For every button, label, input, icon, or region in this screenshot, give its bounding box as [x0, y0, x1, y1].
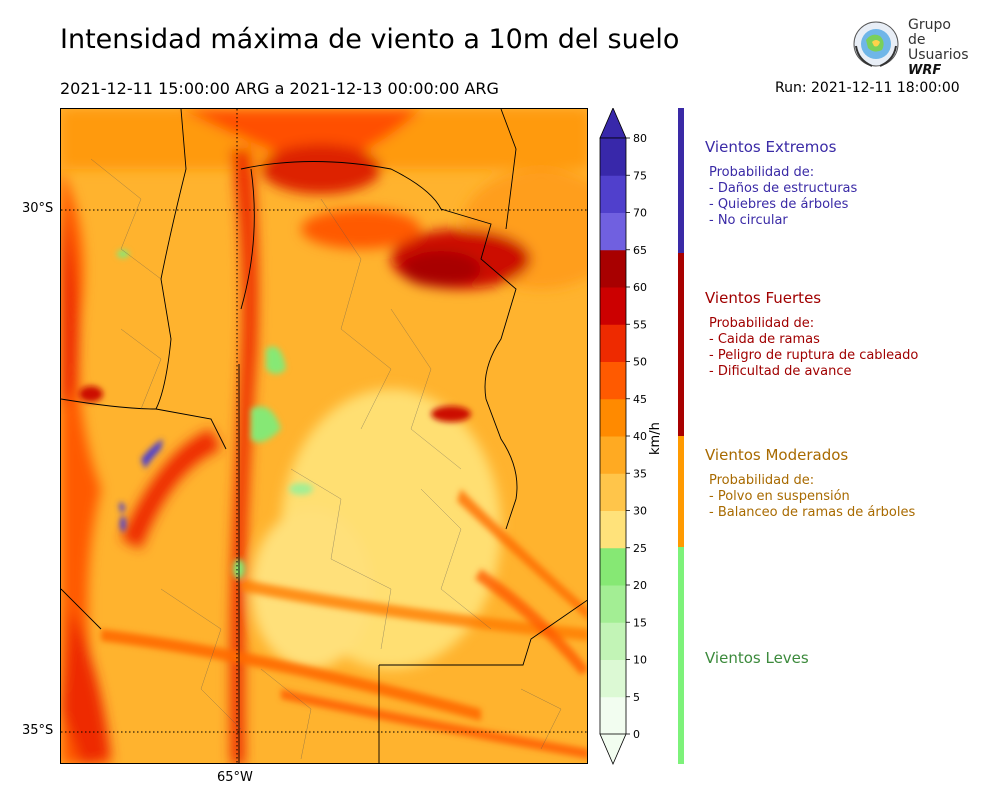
globe-laurel-icon [853, 21, 899, 67]
category-line: - Caida de ramas [709, 332, 820, 347]
colorbar-tick-label: 35 [633, 467, 647, 480]
colorbar-tick-label: 50 [633, 356, 647, 369]
logo-line-1: Grupo de [908, 17, 951, 48]
category-bar-fuertes [678, 253, 684, 436]
colorbar-segment [600, 659, 626, 698]
category-line: - Peligro de ruptura de cableado [709, 348, 919, 363]
colorbar-segment [600, 398, 626, 437]
category-line: - Polvo en suspensión [709, 489, 850, 504]
colorbar-tick-label: 30 [633, 505, 647, 518]
colorbar-tick-label: 25 [633, 542, 647, 555]
colorbar-tick-label: 0 [633, 728, 640, 741]
colorbar: 0 5 10 15 20 25 30 35 40 45 50 55 60 65 70 75 80 [598, 106, 658, 768]
category-bar-leves [678, 547, 684, 764]
colorbar-segment [600, 175, 626, 213]
colorbar-segment [600, 436, 626, 474]
colorbar-min-extend [599, 733, 627, 766]
forecast-period: 2021-12-11 15:00:00 ARG a 2021-12-13 00:… [60, 79, 499, 98]
colorbar-tick-label: 10 [633, 654, 647, 667]
colorbar-segment [600, 473, 626, 511]
category-leves: Vientos Leves [705, 650, 809, 676]
lat-label-35s: 35°S [22, 723, 54, 738]
logo-line-3: WRF [908, 63, 942, 78]
colorbar-tick-label: 80 [633, 132, 647, 145]
wrf-logo: Grupo de Usuarios WRF [848, 16, 969, 78]
colorbar-segment [600, 324, 626, 362]
category-line: Probabilidad de: [709, 165, 815, 180]
colorbar-segment [600, 696, 626, 735]
page-title: Intensidad máxima de viento a 10m del su… [60, 24, 680, 55]
colorbar-segment [600, 510, 626, 549]
colorbar-segment [600, 622, 626, 660]
colorbar-tick-label: 5 [633, 691, 640, 704]
category-title: Vientos Leves [705, 649, 809, 667]
category-bar-extremos [678, 108, 684, 253]
colorbar-segment [600, 287, 626, 325]
colorbar-segment [600, 138, 626, 176]
category-title: Vientos Fuertes [705, 289, 822, 307]
colorbar-graphic: 0 5 10 15 20 25 30 35 40 45 50 55 60 65 70 75 80 [599, 106, 647, 766]
category-line: - Balanceo de ramas de árboles [709, 505, 916, 520]
category-line: - Quiebres de árboles [709, 197, 849, 212]
colorbar-segment [600, 212, 626, 251]
colorbar-tick-label: 65 [633, 244, 647, 257]
category-line: - No circular [709, 213, 788, 228]
category-bar-moderados [678, 436, 684, 547]
colorbar-tick-label: 20 [633, 579, 647, 592]
lat-label-30s: 30°S [22, 201, 54, 216]
category-title: Vientos Extremos [705, 138, 837, 156]
colorbar-segment [600, 249, 626, 288]
colorbar-tick-label: 55 [633, 318, 647, 331]
category-line: - Dificultad de avance [709, 364, 852, 379]
colorbar-tick-label: 75 [633, 169, 647, 182]
colorbar-tick-label: 15 [633, 616, 647, 629]
colorbar-segment [600, 585, 626, 623]
category-moderados: Vientos Moderados Probabilidad de: - Pol… [705, 447, 915, 521]
colorbar-segment [600, 361, 626, 400]
category-line: - Daños de estructuras [709, 181, 858, 196]
colorbar-tick-label: 70 [633, 207, 647, 220]
colorbar-tick-label: 45 [633, 393, 647, 406]
category-extremos: Vientos Extremos Probabilidad de: - Daño… [705, 139, 857, 229]
colorbar-max-extend [599, 106, 627, 139]
wind-map [60, 108, 588, 764]
category-fuertes: Vientos Fuertes Probabilidad de: - Caida… [705, 290, 918, 380]
colorbar-tick-label: 60 [633, 281, 647, 294]
wind-field [61, 109, 587, 763]
lon-label-65w: 65°W [217, 770, 253, 785]
logo-line-2: Usuarios [908, 47, 969, 63]
colorbar-tick-label: 40 [633, 430, 647, 443]
category-title: Vientos Moderados [705, 446, 849, 464]
category-line: Probabilidad de: [709, 473, 815, 488]
run-time: Run: 2021-12-11 18:00:00 [775, 80, 960, 96]
colorbar-unit: km/h [648, 422, 663, 455]
colorbar-segment [600, 547, 626, 586]
category-line: Probabilidad de: [709, 316, 815, 331]
